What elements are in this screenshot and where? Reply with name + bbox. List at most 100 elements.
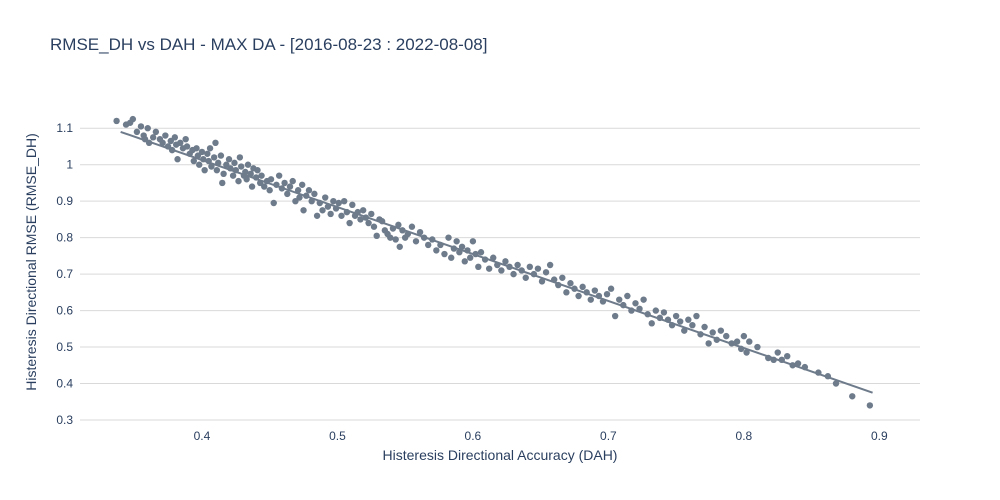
data-point bbox=[167, 137, 174, 145]
data-point bbox=[448, 254, 455, 261]
data-point bbox=[219, 179, 226, 187]
data-point bbox=[567, 280, 574, 287]
data-point bbox=[145, 139, 153, 147]
data-point bbox=[357, 216, 364, 223]
data-point bbox=[248, 183, 256, 190]
data-point bbox=[396, 243, 403, 250]
data-point bbox=[456, 249, 463, 256]
data-point bbox=[575, 292, 582, 300]
data-point bbox=[267, 176, 275, 183]
data-point bbox=[498, 267, 505, 274]
data-point bbox=[137, 123, 145, 130]
data-point bbox=[208, 163, 215, 170]
data-point bbox=[475, 263, 482, 271]
data-point bbox=[437, 241, 444, 249]
data-point bbox=[346, 219, 353, 227]
data-point bbox=[227, 165, 234, 172]
data-point bbox=[171, 134, 179, 141]
data-point bbox=[778, 356, 786, 364]
data-point bbox=[133, 128, 141, 136]
y-tick-label: 0.9 bbox=[56, 194, 73, 208]
data-point bbox=[225, 156, 233, 163]
data-point bbox=[815, 369, 822, 376]
data-point bbox=[490, 254, 497, 261]
data-point bbox=[311, 190, 318, 198]
data-point bbox=[784, 352, 791, 360]
data-point bbox=[652, 307, 660, 314]
data-point bbox=[362, 214, 370, 221]
data-point bbox=[477, 249, 485, 256]
data-point bbox=[563, 289, 570, 296]
data-point bbox=[591, 287, 599, 294]
data-point bbox=[190, 157, 198, 165]
data-point bbox=[530, 270, 538, 278]
data-point bbox=[164, 143, 172, 150]
data-point bbox=[201, 166, 208, 174]
data-point bbox=[322, 194, 329, 201]
data-point bbox=[693, 312, 700, 320]
data-point bbox=[149, 134, 157, 141]
data-point bbox=[611, 312, 619, 320]
data-point bbox=[502, 258, 509, 265]
data-point bbox=[583, 289, 590, 296]
data-point bbox=[429, 236, 436, 243]
data-point bbox=[420, 234, 428, 241]
data-point bbox=[624, 292, 631, 300]
data-point bbox=[368, 210, 375, 218]
data-point bbox=[370, 223, 378, 230]
x-tick-labels: 0.4 0.5 0.6 0.7 0.8 0.9 bbox=[194, 429, 888, 443]
data-point bbox=[238, 163, 245, 170]
data-point bbox=[220, 170, 227, 178]
data-point bbox=[672, 312, 680, 320]
data-point bbox=[458, 243, 466, 250]
data-point bbox=[308, 197, 315, 205]
data-point bbox=[603, 290, 611, 298]
chart-title: RMSE_DH vs DAH - MAX DA - [2016-08-23 : … bbox=[50, 35, 487, 54]
data-point bbox=[774, 349, 781, 356]
data-point bbox=[316, 199, 324, 207]
data-point bbox=[689, 321, 696, 329]
data-point bbox=[194, 152, 202, 159]
data-point bbox=[289, 177, 296, 185]
data-point bbox=[254, 166, 261, 174]
data-point bbox=[327, 210, 334, 218]
data-point bbox=[701, 323, 708, 331]
data-point bbox=[424, 241, 432, 249]
data-point bbox=[349, 201, 356, 209]
data-point bbox=[746, 338, 753, 345]
data-point bbox=[404, 230, 412, 238]
data-point bbox=[522, 274, 529, 281]
data-point bbox=[278, 185, 286, 192]
data-point bbox=[177, 139, 184, 147]
data-point bbox=[789, 362, 796, 369]
data-point bbox=[713, 336, 720, 343]
data-point bbox=[198, 148, 206, 156]
points-layer bbox=[113, 115, 874, 409]
data-point bbox=[550, 276, 558, 283]
data-point bbox=[152, 128, 160, 136]
data-point bbox=[607, 285, 615, 292]
data-point bbox=[205, 157, 212, 165]
data-point bbox=[144, 125, 151, 132]
data-point bbox=[765, 354, 772, 362]
data-point bbox=[676, 318, 684, 325]
data-point bbox=[754, 343, 761, 351]
y-tick-label: 1 bbox=[66, 158, 73, 172]
data-point bbox=[832, 380, 840, 387]
data-point bbox=[620, 301, 627, 309]
data-point bbox=[296, 194, 303, 201]
data-point bbox=[204, 150, 211, 157]
x-tick-label: 0.7 bbox=[600, 429, 617, 443]
data-point bbox=[412, 238, 420, 245]
data-point bbox=[159, 139, 166, 147]
data-point bbox=[685, 316, 692, 323]
data-point bbox=[373, 232, 380, 240]
data-point bbox=[359, 207, 367, 214]
data-point bbox=[740, 332, 748, 340]
y-tick-label: 0.3 bbox=[56, 413, 73, 427]
data-point bbox=[324, 203, 332, 210]
data-point bbox=[281, 179, 288, 187]
data-point bbox=[340, 197, 348, 205]
x-tick-label: 0.8 bbox=[736, 429, 753, 443]
data-point bbox=[214, 159, 222, 167]
